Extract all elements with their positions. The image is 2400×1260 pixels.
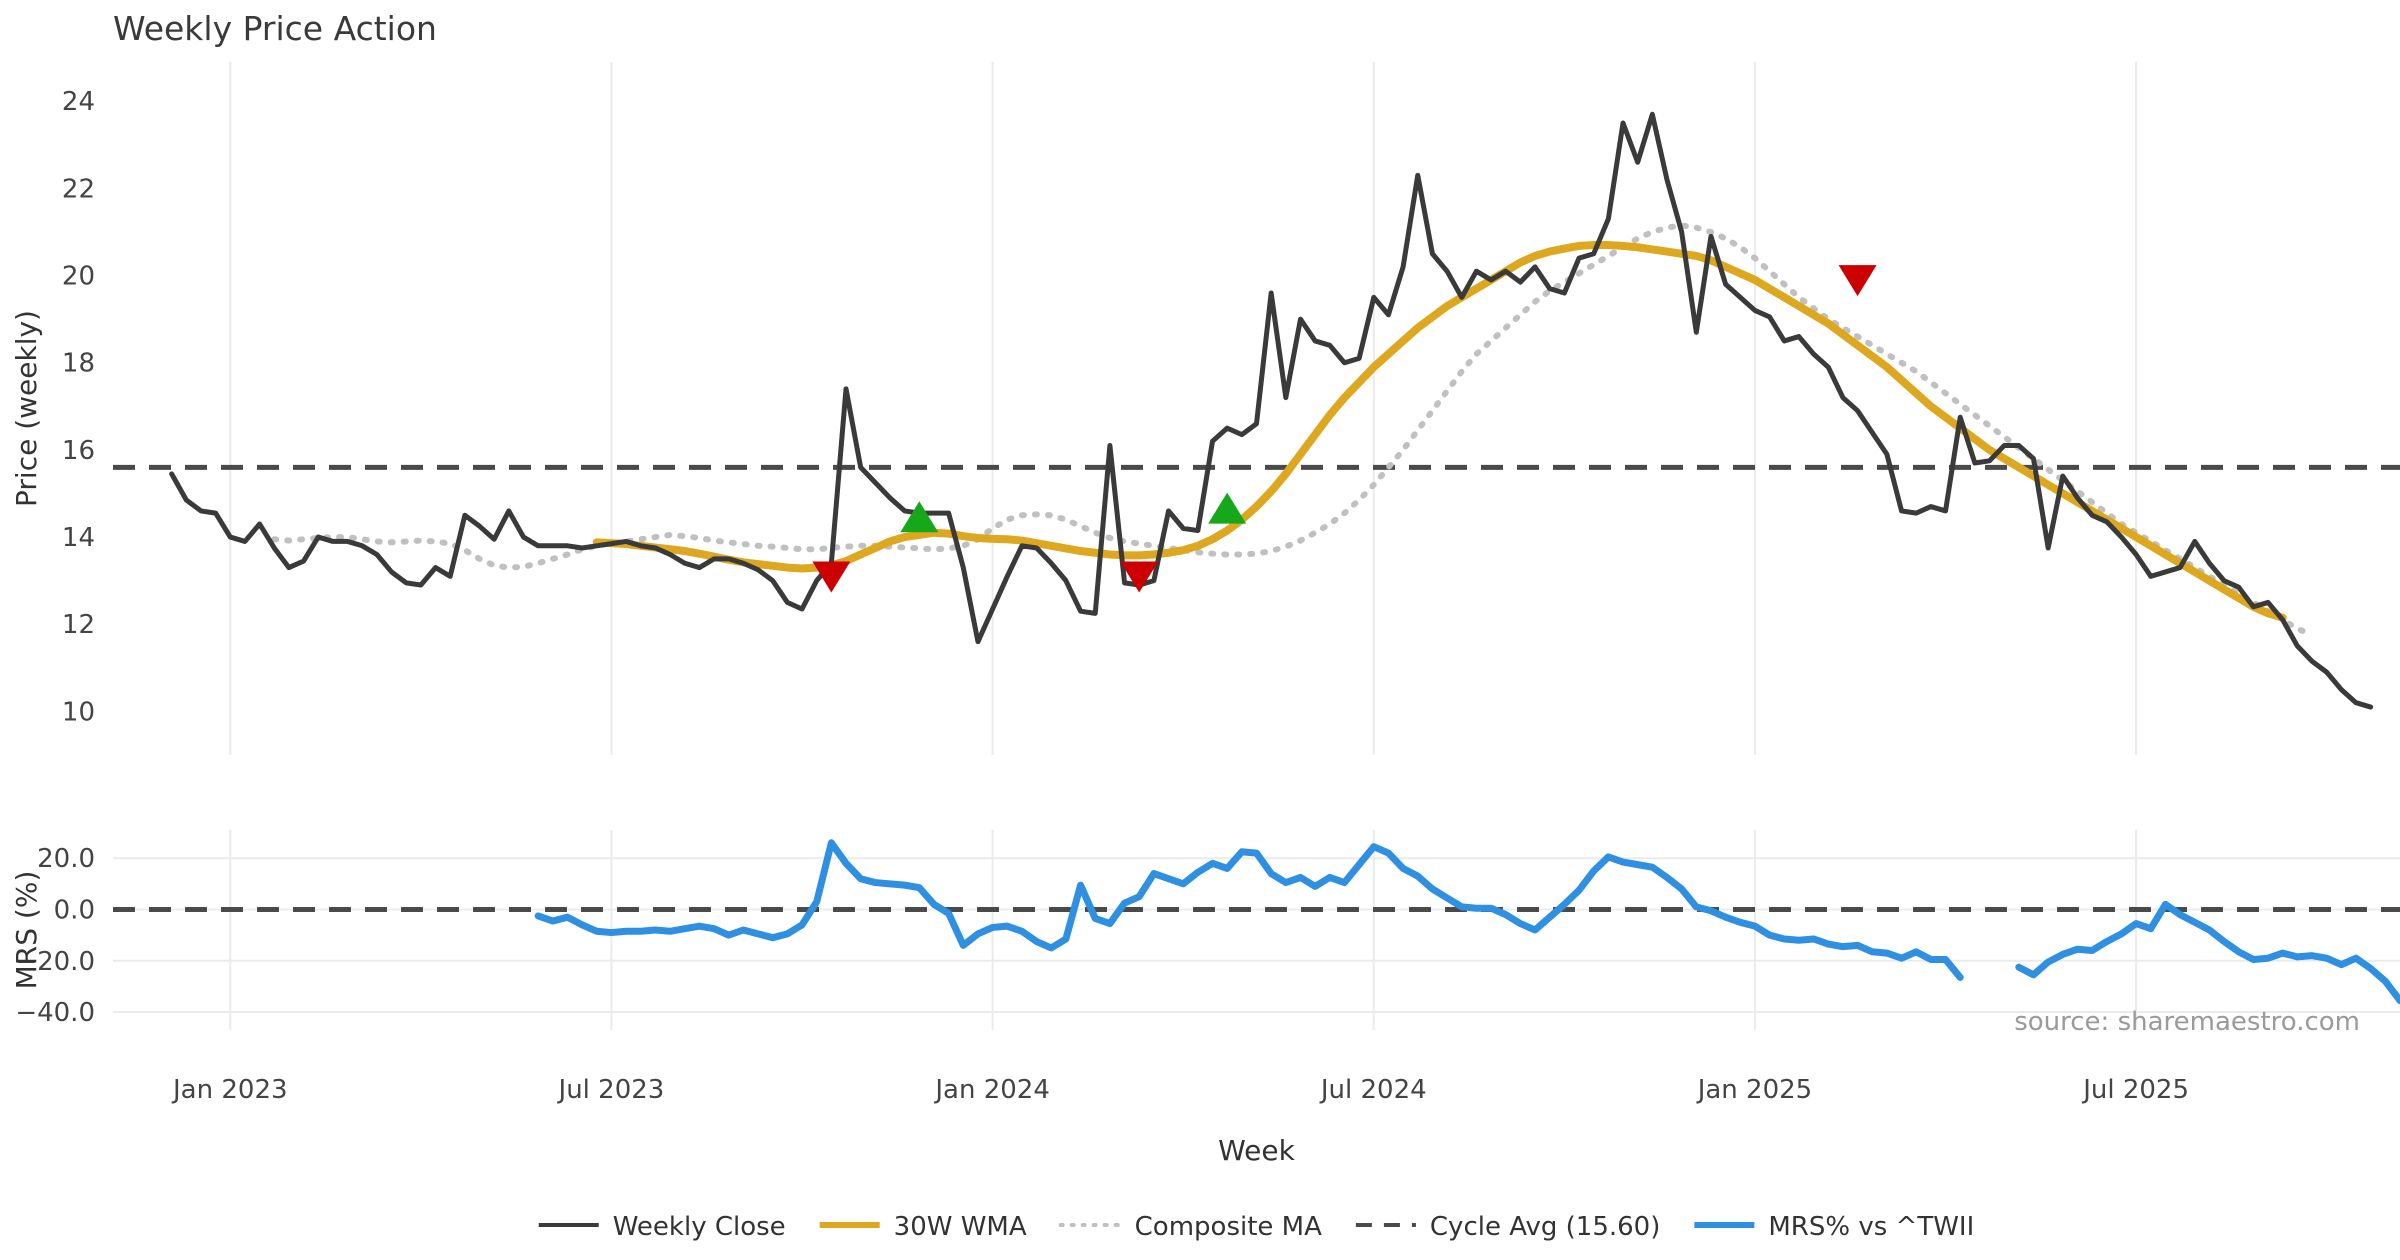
sell-signal-marker [812,561,851,593]
x-axis-tick-label: Jul 2024 [1319,1075,1427,1105]
legend-item[interactable]: Weekly Close [538,1212,786,1242]
sell-signal-marker [1838,265,1877,297]
chart-legend: Weekly Close 30W WMA Composite MA Cycle Avg… [538,1212,1974,1242]
buy-signal-marker [900,501,939,533]
y-axis-tick-label: 12 [62,610,95,640]
legend-item-label: Cycle Avg (15.60) [1430,1212,1660,1242]
legend-item[interactable]: Cycle Avg (15.60) [1355,1212,1660,1242]
price-panel: 10 12 14 16 18 20 22 24 Price (weekly) [10,62,2400,755]
buy-signal-marker [1208,492,1247,524]
y-axis-tick-label: 16 [62,436,95,466]
legend-item-label: MRS% vs ^TWII [1768,1212,1974,1242]
x-axis: Jan 2023 Jul 2023 Jan 2024 Jul 2024 Jan 2025… [171,1075,2189,1167]
mrs-y-axis-label: MRS (%) [10,871,43,990]
x-axis-label: Week [1218,1134,1295,1167]
x-axis-tick-label: Jan 2025 [1696,1075,1813,1105]
legend-item[interactable]: MRS% vs ^TWII [1694,1212,1974,1242]
y-axis-label: Price (weekly) [10,310,43,507]
x-axis-tick-label: Jul 2023 [557,1075,665,1105]
series-weekly-close [169,111,2374,710]
series-mrs-percent [2015,900,2400,1005]
y-axis-tick-label: 18 [62,349,95,379]
x-axis-tick-label: Jan 2023 [171,1075,288,1105]
source-watermark: source: sharemaestro.com [2014,1007,2360,1037]
y-axis-tick-label: 22 [62,174,95,204]
mrs-y-axis-tick-label: −40.0 [15,998,95,1028]
page-title: Weekly Price Action [113,9,437,48]
x-axis-tick-label: Jul 2025 [2081,1075,2189,1105]
sell-signal-marker [1120,561,1159,593]
series-mrs-percent [534,839,1964,981]
y-axis-tick-label: 20 [62,262,95,292]
legend-item-label: Composite MA [1135,1212,1322,1242]
legend-item[interactable]: 30W WMA [819,1212,1027,1242]
mrs-y-axis-tick-label: 20.0 [37,844,95,874]
legend-item-label: 30W WMA [894,1212,1027,1242]
legend-item-label: Weekly Close [613,1212,786,1242]
y-axis-tick-label: 10 [62,697,95,727]
mrs-y-axis-tick-label: 0.0 [54,895,95,925]
x-axis-tick-label: Jan 2024 [933,1075,1050,1105]
series-30w-wma [592,241,2287,622]
y-axis-tick-label: 14 [62,523,95,553]
y-axis-tick-label: 24 [62,87,95,117]
legend-item[interactable]: Composite MA [1058,1212,1322,1242]
mrs-y-axis-tick-label: −20.0 [15,947,95,977]
